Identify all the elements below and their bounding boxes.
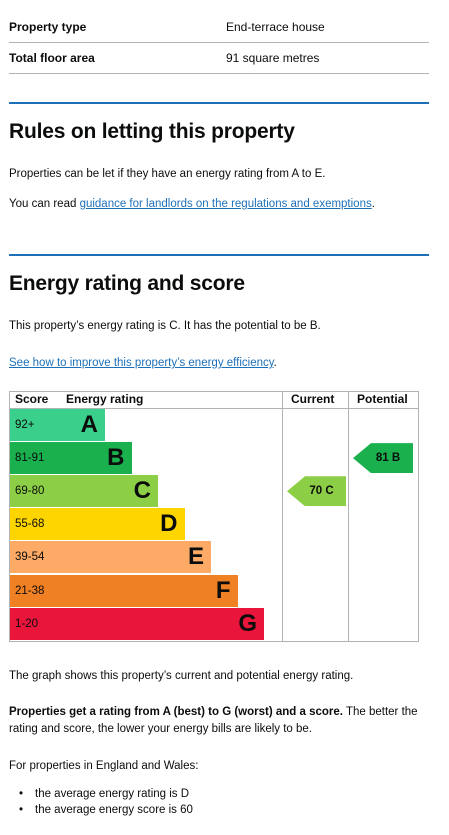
guidance-suffix: .	[371, 198, 375, 210]
energy-rating-chart: Score Energy rating Current Potential 92…	[9, 391, 419, 642]
band-bar-e: E	[57, 541, 211, 574]
potential-rating-arrow: 81 B	[353, 443, 413, 474]
summary-key: Property type	[9, 20, 87, 34]
band-score-d: 55-68	[10, 508, 57, 541]
band-score-g: 1-20	[10, 607, 57, 640]
section-divider	[9, 254, 429, 256]
band-bar-f: F	[57, 574, 238, 607]
guidance-prefix: You can read	[9, 198, 80, 210]
chart-divider-current	[282, 391, 283, 642]
chart-border-left	[9, 391, 10, 642]
section-divider	[9, 102, 429, 104]
improve-suffix: .	[273, 357, 277, 369]
band-bar-c: C	[57, 475, 158, 508]
rating-column-header: Energy rating	[66, 392, 144, 406]
chart-divider-potential	[348, 391, 349, 642]
chart-border-right	[418, 391, 419, 642]
rating-explanation: Properties get a rating from A (best) to…	[9, 704, 429, 738]
summary-row-floor-area: Total floor area 91 square metres	[9, 43, 429, 74]
band-bar-d: D	[57, 508, 185, 541]
list-item: the average energy rating is D	[9, 786, 429, 802]
chart-border-bottom	[9, 641, 419, 642]
energy-rating-paragraph: This property’s energy rating is C. It h…	[9, 320, 321, 332]
score-column-header: Score	[15, 392, 49, 406]
letting-guidance-paragraph: You can read guidance for landlords on t…	[9, 196, 429, 213]
current-rating-arrow: 70 C	[287, 476, 346, 507]
band-bar-b: B	[57, 442, 132, 475]
band-score-b: 81-91	[10, 442, 57, 475]
summary-value: 91 square metres	[226, 51, 320, 65]
chart-border-top	[9, 391, 419, 392]
energy-heading: Energy rating and score	[9, 272, 245, 295]
letting-heading: Rules on letting this property	[9, 120, 295, 143]
band-bar-a: A	[57, 409, 105, 441]
property-summary-list: Property type End-terrace house Total fl…	[9, 12, 429, 74]
england-wales-paragraph: For properties in England and Wales:	[9, 760, 199, 772]
summary-value: End-terrace house	[226, 20, 325, 34]
average-list: the average energy rating is D the avera…	[9, 786, 429, 818]
current-column-header: Current	[291, 392, 335, 406]
graph-note: The graph shows this property’s current …	[9, 668, 429, 685]
chart-header-rule	[9, 408, 419, 409]
improve-efficiency-link[interactable]: See how to improve this property’s energ…	[9, 357, 274, 369]
band-score-e: 39-54	[10, 541, 57, 574]
summary-row-property-type: Property type End-terrace house	[9, 12, 429, 43]
rating-explanation-rest: The better the rating and score, the low…	[9, 706, 418, 735]
band-score-c: 69-80	[10, 475, 57, 508]
potential-column-header: Potential	[357, 392, 408, 406]
band-bar-g: G	[57, 607, 264, 640]
improve-paragraph: See how to improve this property’s energ…	[9, 355, 429, 372]
band-score-a: 92+	[10, 409, 57, 441]
summary-key: Total floor area	[9, 51, 95, 65]
list-item: the average energy score is 60	[9, 802, 429, 818]
guidance-link[interactable]: guidance for landlords on the regulation…	[79, 198, 372, 210]
band-score-f: 21-38	[10, 574, 57, 607]
graph-note-text: The graph shows this property’s current …	[9, 670, 354, 682]
letting-paragraph: Properties can be let if they have an en…	[9, 168, 326, 180]
rating-explanation-bold: Properties get a rating from A (best) to…	[9, 706, 343, 718]
